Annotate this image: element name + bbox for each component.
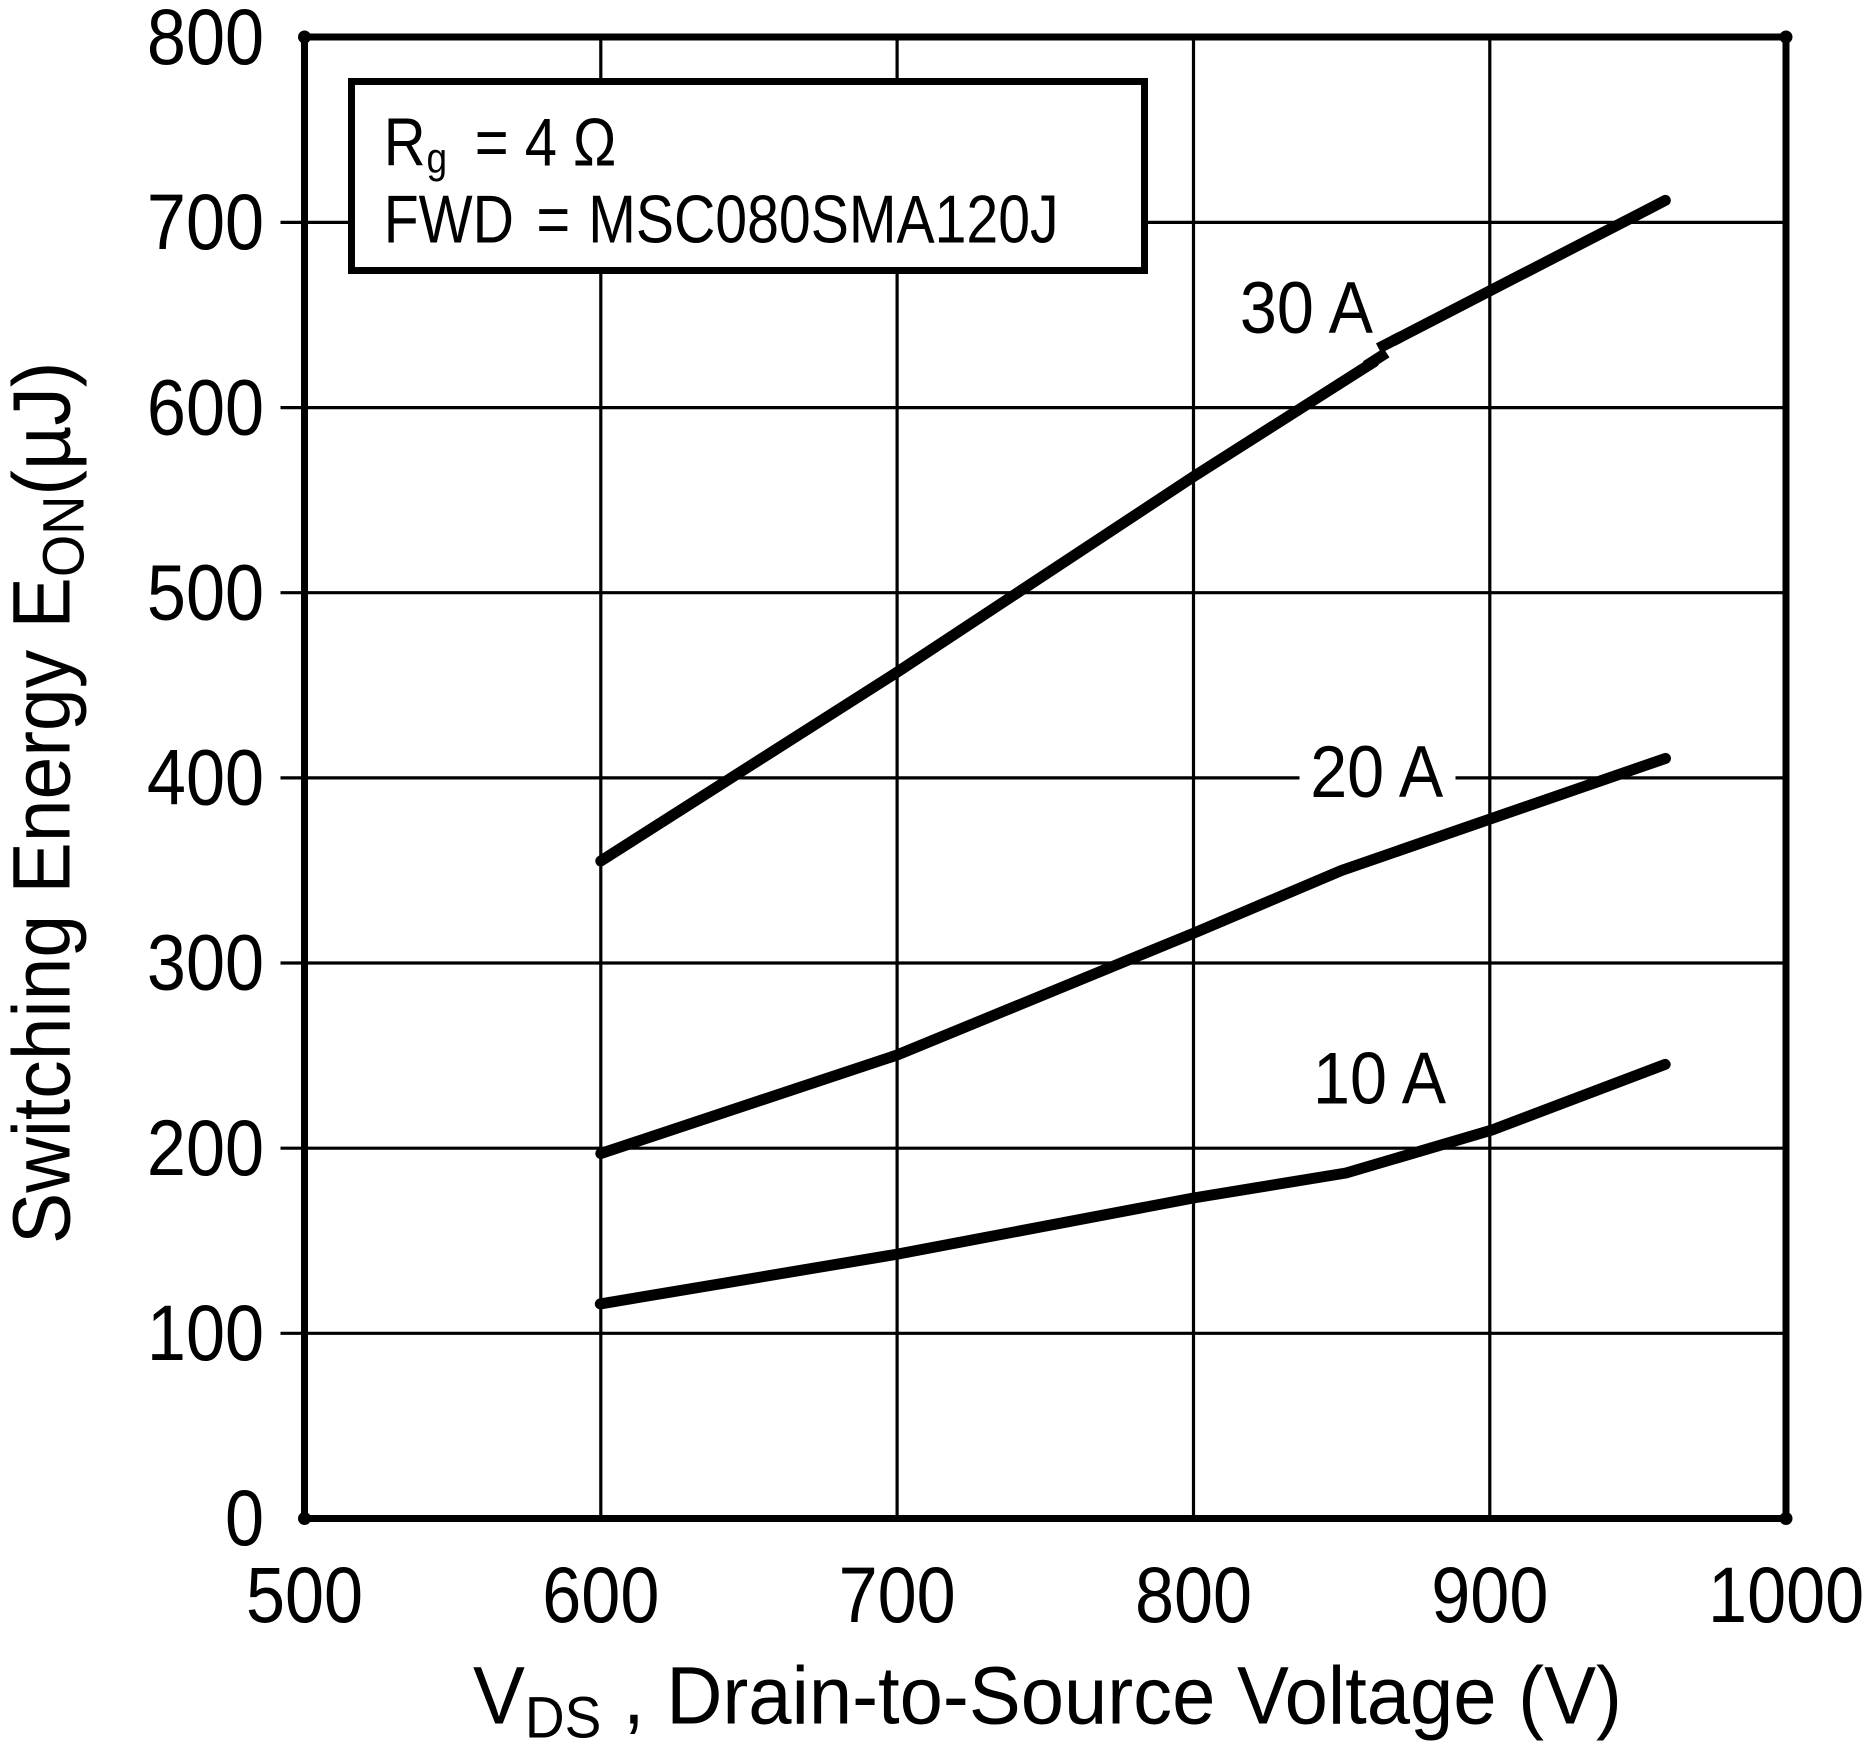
svg-text:100: 100 [147, 1288, 264, 1377]
svg-text:600: 600 [147, 362, 264, 451]
svg-text:500: 500 [246, 1550, 363, 1639]
svg-text:200: 200 [147, 1103, 264, 1192]
svg-text:800: 800 [1135, 1550, 1252, 1639]
svg-text:10 A: 10 A [1313, 1038, 1446, 1120]
svg-text:300: 300 [147, 918, 264, 1007]
svg-text:MSC080SMA120J: MSC080SMA120J [588, 182, 1058, 257]
svg-text:600: 600 [542, 1550, 659, 1639]
svg-text:800: 800 [147, 0, 264, 81]
svg-text:30 A: 30 A [1240, 267, 1373, 349]
svg-text:900: 900 [1431, 1550, 1548, 1639]
svg-text:500: 500 [147, 547, 264, 636]
svg-text:400: 400 [147, 733, 264, 822]
svg-text:Switching Energy EON(µJ): Switching Energy EON(µJ) [0, 362, 96, 1244]
svg-text:0: 0 [225, 1473, 264, 1562]
svg-text:FWD: FWD [384, 182, 514, 257]
svg-text:g: g [427, 134, 448, 182]
svg-text:=: = [536, 182, 570, 257]
svg-text:R: R [384, 106, 426, 181]
svg-text:20 A: 20 A [1310, 731, 1443, 813]
svg-text:700: 700 [839, 1550, 956, 1639]
svg-text:VDS , Drain-to-Source Voltage: VDS , Drain-to-Source Voltage (V) [473, 1650, 1622, 1750]
svg-text:= 4 Ω: = 4 Ω [475, 106, 617, 181]
svg-text:1000: 1000 [1708, 1550, 1864, 1639]
svg-text:700: 700 [147, 177, 264, 266]
